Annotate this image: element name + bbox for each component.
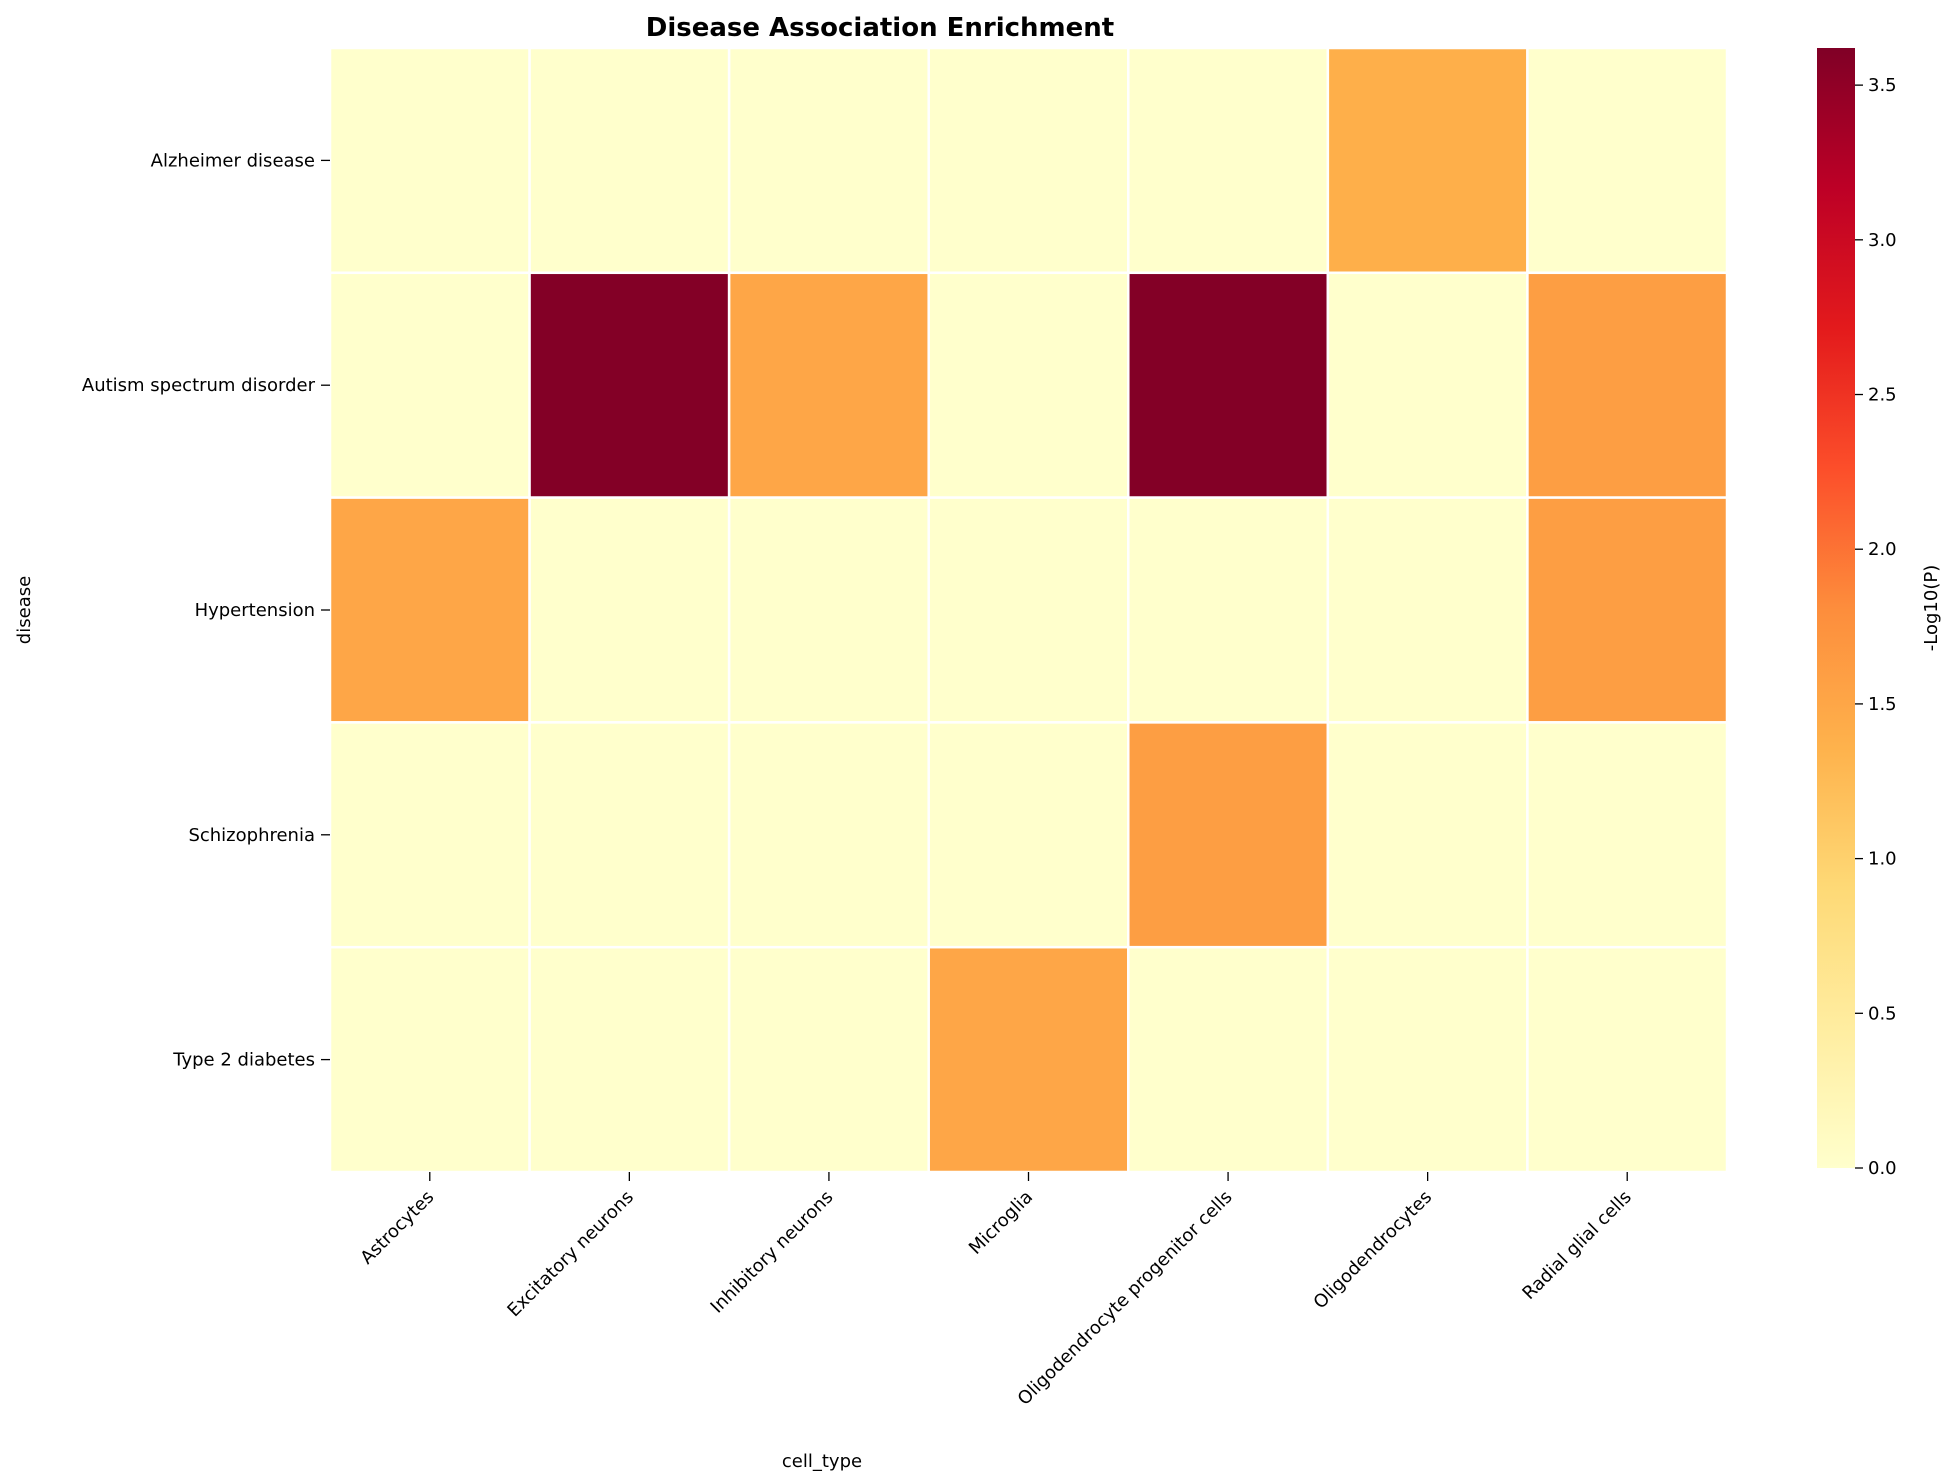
- y-tick-label: Alzheimer disease: [151, 150, 315, 171]
- colorbar-tick-label: 3.0: [1868, 230, 1897, 251]
- heatmap-cell: [927, 721, 1130, 949]
- colorbar-tick-label: 2.5: [1868, 385, 1897, 406]
- heatmap-cell: [328, 46, 531, 275]
- x-axis-ticks: Astrocytes Excitatory neurons Inhibitory n…: [356, 1172, 1636, 1410]
- heatmap-cell: [1326, 721, 1529, 949]
- heatmap-cell: [328, 721, 531, 949]
- heatmap-cell: [1127, 945, 1330, 1174]
- heatmap-cell: [927, 496, 1130, 724]
- heatmap-cell: [328, 496, 531, 724]
- heatmap-cell: [328, 945, 531, 1174]
- y-tick-label: Type 2 diabetes: [172, 1050, 315, 1071]
- heatmap-cell: [528, 271, 731, 499]
- heatmap-cell: [727, 945, 930, 1174]
- x-axis-label: cell_type: [782, 1451, 862, 1472]
- heatmap-cell: [1326, 271, 1529, 499]
- x-tick-label: Microglia: [965, 1187, 1037, 1259]
- heatmap-cell: [528, 945, 731, 1174]
- heatmap-cell: [528, 496, 731, 724]
- heatmap-cell: [1526, 945, 1729, 1174]
- colorbar-ticks: 0.0 0.5 1.0 1.5 2.0 2.5 3.0 3.5: [1855, 75, 1897, 1179]
- heatmap-cell: [1127, 271, 1330, 499]
- heatmap-cell: [927, 945, 1130, 1174]
- heatmap-cell: [1326, 496, 1529, 724]
- heatmap-cell: [1526, 46, 1729, 275]
- colorbar-tick-label: 2.0: [1868, 539, 1897, 560]
- heatmap-cells: [328, 46, 1729, 1174]
- x-tick-label: Oligodendrocytes: [1310, 1187, 1437, 1314]
- heatmap-cell: [927, 46, 1130, 275]
- heatmap-cell: [1326, 46, 1529, 275]
- heatmap-cell: [1326, 945, 1529, 1174]
- colorbar-tick-label: 3.5: [1868, 75, 1897, 96]
- heatmap-cell: [528, 721, 731, 949]
- x-tick-label: Oligodendrocyte progenitor cells: [1014, 1187, 1237, 1410]
- chart-title: Disease Association Enrichment: [646, 13, 1114, 43]
- heatmap-cell: [1526, 496, 1729, 724]
- heatmap-cell: [1526, 721, 1729, 949]
- heatmap-cell: [1526, 271, 1729, 499]
- y-axis-label: disease: [14, 576, 35, 644]
- colorbar-label: -Log10(P): [1921, 565, 1942, 651]
- heatmap-cell: [727, 46, 930, 275]
- heatmap-cell: [727, 271, 930, 499]
- x-tick-label: Inhibitory neurons: [707, 1187, 838, 1318]
- heatmap-cell: [328, 271, 531, 499]
- colorbar-tick-label: 0.5: [1868, 1003, 1897, 1024]
- x-tick-label: Astrocytes: [356, 1187, 438, 1269]
- colorbar-tick-label: 1.5: [1868, 694, 1897, 715]
- colorbar-tick-label: 0.0: [1868, 1158, 1897, 1179]
- colorbar-tick-label: 1.0: [1868, 849, 1897, 870]
- colorbar-gradient: [1817, 48, 1855, 1168]
- y-tick-label: Autism spectrum disorder: [82, 375, 316, 396]
- y-tick-label: Hypertension: [195, 600, 315, 621]
- heatmap-cell: [727, 721, 930, 949]
- x-tick-label: Radial glial cells: [1518, 1187, 1635, 1304]
- heatmap-cell: [927, 271, 1130, 499]
- heatmap-cell: [1127, 496, 1330, 724]
- y-tick-label: Schizophrenia: [188, 825, 315, 846]
- x-tick-label: Excitatory neurons: [503, 1187, 638, 1322]
- heatmap-cell: [528, 46, 731, 275]
- y-axis-ticks: Alzheimer disease Autism spectrum disorde…: [82, 150, 330, 1071]
- colorbar: 0.0 0.5 1.0 1.5 2.0 2.5 3.0 3.5 -Log10(P): [1817, 48, 1942, 1179]
- heatmap-cell: [727, 496, 930, 724]
- heatmap-cell: [1127, 46, 1330, 275]
- heatmap-cell: [1127, 721, 1330, 949]
